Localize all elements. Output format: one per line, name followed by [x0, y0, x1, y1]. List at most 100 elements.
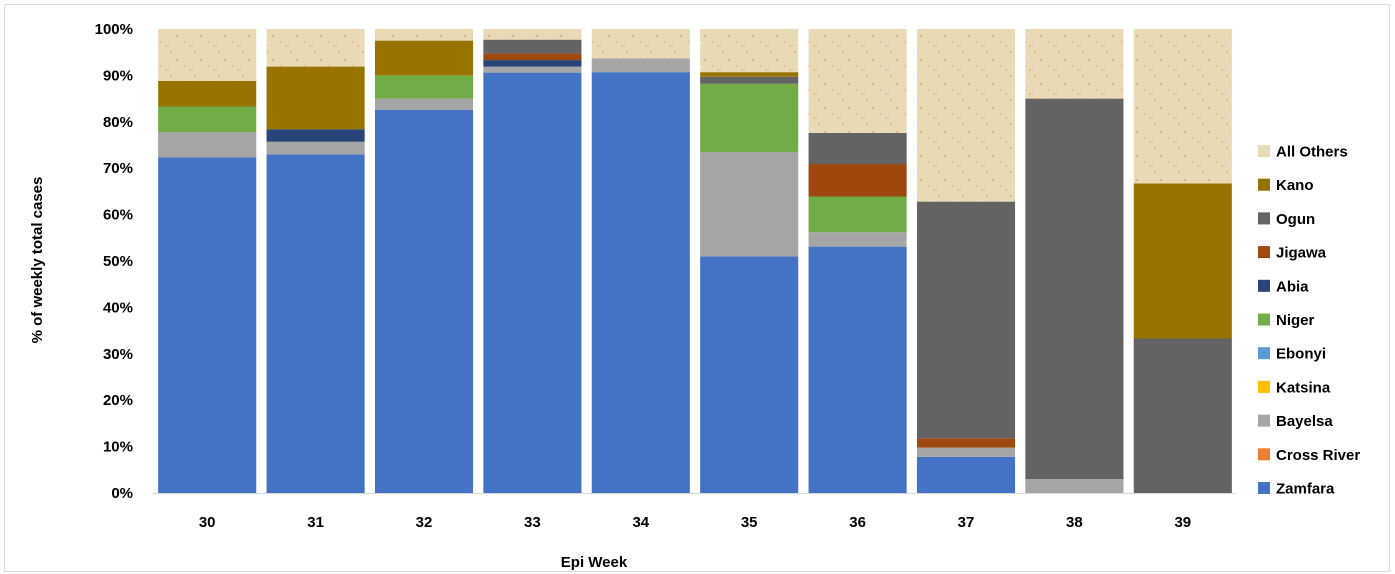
legend-swatch	[1258, 178, 1270, 191]
x-tick-label: 30	[199, 514, 216, 531]
legend-swatch	[1258, 414, 1270, 427]
y-tick-label: 30%	[103, 346, 133, 363]
bar-kano-week-31	[266, 66, 365, 130]
y-tick-label: 20%	[103, 392, 133, 409]
legend: All Others Kano Ogun Jigawa Abia Niger Ebonyi K…	[1258, 144, 1360, 498]
x-tick-label: 33	[524, 514, 541, 531]
x-tick-label: 39	[1174, 514, 1191, 531]
bar-bayelsa-week-34	[591, 58, 690, 73]
bar-ogun-week-36	[808, 132, 907, 165]
bar-kano-week-30	[158, 80, 257, 107]
bar-bayelsa-week-30	[158, 132, 257, 158]
bar-zamfara-week-31	[266, 154, 365, 493]
bar-zamfara-week-36	[808, 246, 907, 493]
legend-label: Katsina	[1276, 379, 1331, 396]
legend-label: Ebonyi	[1276, 346, 1326, 363]
bar-niger-week-35	[700, 83, 799, 152]
bar-niger-week-32	[374, 75, 474, 99]
legend-item-cross-river: Cross River	[1258, 447, 1360, 464]
legend-label: Bayelsa	[1276, 413, 1333, 430]
y-tick-label: 90%	[103, 67, 133, 84]
chart-frame	[4, 4, 1390, 572]
legend-item-abia: Abia	[1258, 278, 1309, 295]
bar-kano-week-39	[1133, 183, 1232, 339]
bar-zamfara-week-34	[591, 72, 690, 494]
bar-jigawa-week-37	[916, 438, 1016, 448]
bar-all-others-week-31	[266, 29, 365, 67]
bar-zamfara-week-32	[374, 109, 474, 494]
bar-bayelsa-week-37	[916, 447, 1016, 457]
y-tick-label: 70%	[103, 160, 133, 177]
bar-jigawa-week-36	[808, 164, 907, 197]
bar-all-others-week-35	[700, 29, 799, 73]
legend-label: Niger	[1276, 312, 1315, 329]
bar-ogun-week-38	[1025, 98, 1124, 480]
x-tick-label: 38	[1066, 514, 1083, 531]
y-tick-label: 80%	[103, 114, 133, 131]
bar-kano-week-32	[374, 40, 474, 76]
legend-swatch	[1258, 448, 1270, 461]
x-tick-label: 36	[849, 514, 866, 531]
bar-all-others-week-39	[1133, 29, 1232, 184]
legend-item-all-others: All Others	[1258, 144, 1348, 161]
legend-swatch	[1258, 482, 1270, 494]
bar-all-others-week-30	[158, 29, 257, 81]
legend-label: Jigawa	[1276, 245, 1327, 262]
x-tick-label: 31	[307, 514, 324, 531]
bar-all-others-week-37	[916, 29, 1016, 202]
legend-item-jigawa: Jigawa	[1258, 245, 1327, 262]
bar-ogun-week-39	[1133, 338, 1232, 493]
bar-niger-week-36	[808, 196, 907, 233]
legend-swatch	[1258, 313, 1270, 326]
y-axis-title: % of weekly total cases	[29, 177, 46, 344]
bar-ogun-week-37	[916, 201, 1016, 439]
bar-bayelsa-week-32	[374, 98, 474, 110]
x-tick-label: 32	[416, 514, 433, 531]
x-axis-title: Epi Week	[561, 554, 628, 571]
y-tick-label: 50%	[103, 253, 133, 270]
legend-label: Ogun	[1276, 211, 1315, 228]
legend-swatch	[1258, 212, 1270, 225]
bar-bayelsa-week-36	[808, 232, 907, 247]
legend-label: Abia	[1276, 278, 1309, 295]
bar-abia-week-33	[483, 60, 582, 67]
legend-label: Cross River	[1276, 447, 1360, 464]
bar-all-others-week-36	[808, 29, 907, 133]
bar-abia-week-31	[266, 129, 365, 142]
y-tick-label: 100%	[95, 21, 133, 38]
legend-swatch	[1258, 380, 1270, 393]
bar-jigawa-week-33	[483, 53, 582, 61]
bar-zamfara-week-35	[700, 256, 799, 493]
legend-swatch	[1258, 347, 1270, 360]
legend-item-niger: Niger	[1258, 312, 1315, 329]
legend-item-zamfara: Zamfara	[1258, 481, 1335, 498]
legend-swatch	[1258, 246, 1270, 259]
legend-item-kano: Kano	[1258, 177, 1314, 194]
bar-all-others-week-34	[591, 29, 690, 59]
legend-label: Kano	[1276, 177, 1314, 194]
x-tick-label: 35	[741, 514, 758, 531]
y-tick-label: 60%	[103, 207, 133, 224]
bar-bayelsa-week-31	[266, 141, 365, 155]
x-tick-label: 34	[632, 514, 649, 531]
bar-ogun-week-35	[700, 76, 799, 84]
bar-bayelsa-week-35	[700, 151, 799, 257]
bar-all-others-week-32	[374, 29, 474, 41]
y-tick-label: 40%	[103, 299, 133, 316]
y-tick-label: 0%	[111, 485, 133, 502]
bar-all-others-week-33	[483, 29, 582, 40]
bars-group	[158, 29, 1232, 494]
y-tick-label: 10%	[103, 439, 133, 456]
legend-item-ebonyi: Ebonyi	[1258, 346, 1326, 363]
bar-all-others-week-38	[1025, 29, 1124, 99]
bar-bayelsa-week-33	[483, 66, 582, 73]
axes-group: 0% 10% 20% 30% 40% 50% 60% 70% 80% 90% 100% 30 31 32 3…	[95, 21, 1237, 531]
bar-zamfara-week-33	[483, 72, 582, 494]
bar-zamfara-week-30	[158, 157, 257, 493]
legend-item-bayelsa: Bayelsa	[1258, 413, 1333, 430]
legend-label: All Others	[1276, 144, 1348, 161]
legend-item-ogun: Ogun	[1258, 211, 1315, 228]
bar-kano-week-35	[700, 72, 799, 77]
legend-swatch	[1258, 279, 1270, 292]
